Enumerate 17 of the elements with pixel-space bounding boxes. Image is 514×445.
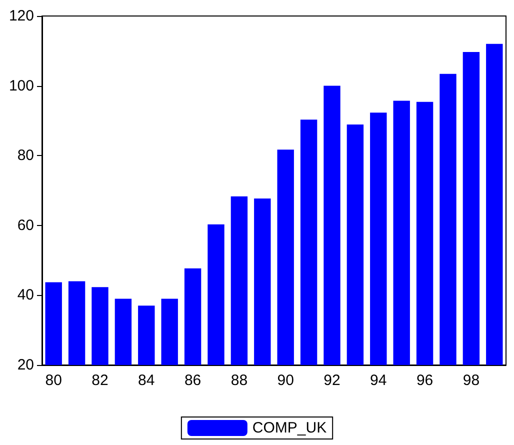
x-tick-label: 96 bbox=[416, 372, 434, 389]
y-tick-label: 100 bbox=[8, 77, 34, 94]
x-tick-label: 86 bbox=[184, 372, 202, 389]
x-tick-label: 90 bbox=[277, 372, 294, 389]
y-tick-label: 40 bbox=[17, 286, 34, 304]
x-tick-label: 94 bbox=[370, 372, 387, 389]
legend-label: COMP_UK bbox=[252, 420, 327, 436]
x-tick-label: 98 bbox=[462, 372, 480, 389]
x-tick-label: 82 bbox=[92, 372, 108, 389]
x-tick-label: 88 bbox=[230, 372, 248, 389]
x-tick-label: 84 bbox=[138, 372, 155, 389]
y-tick-label: 80 bbox=[17, 147, 34, 164]
y-tick-label: 20 bbox=[17, 356, 34, 374]
x-tick-label: 92 bbox=[324, 372, 340, 389]
x-tick-label: 80 bbox=[45, 372, 62, 389]
y-tick-label: 60 bbox=[17, 216, 34, 234]
y-tick-label: 120 bbox=[8, 8, 34, 24]
